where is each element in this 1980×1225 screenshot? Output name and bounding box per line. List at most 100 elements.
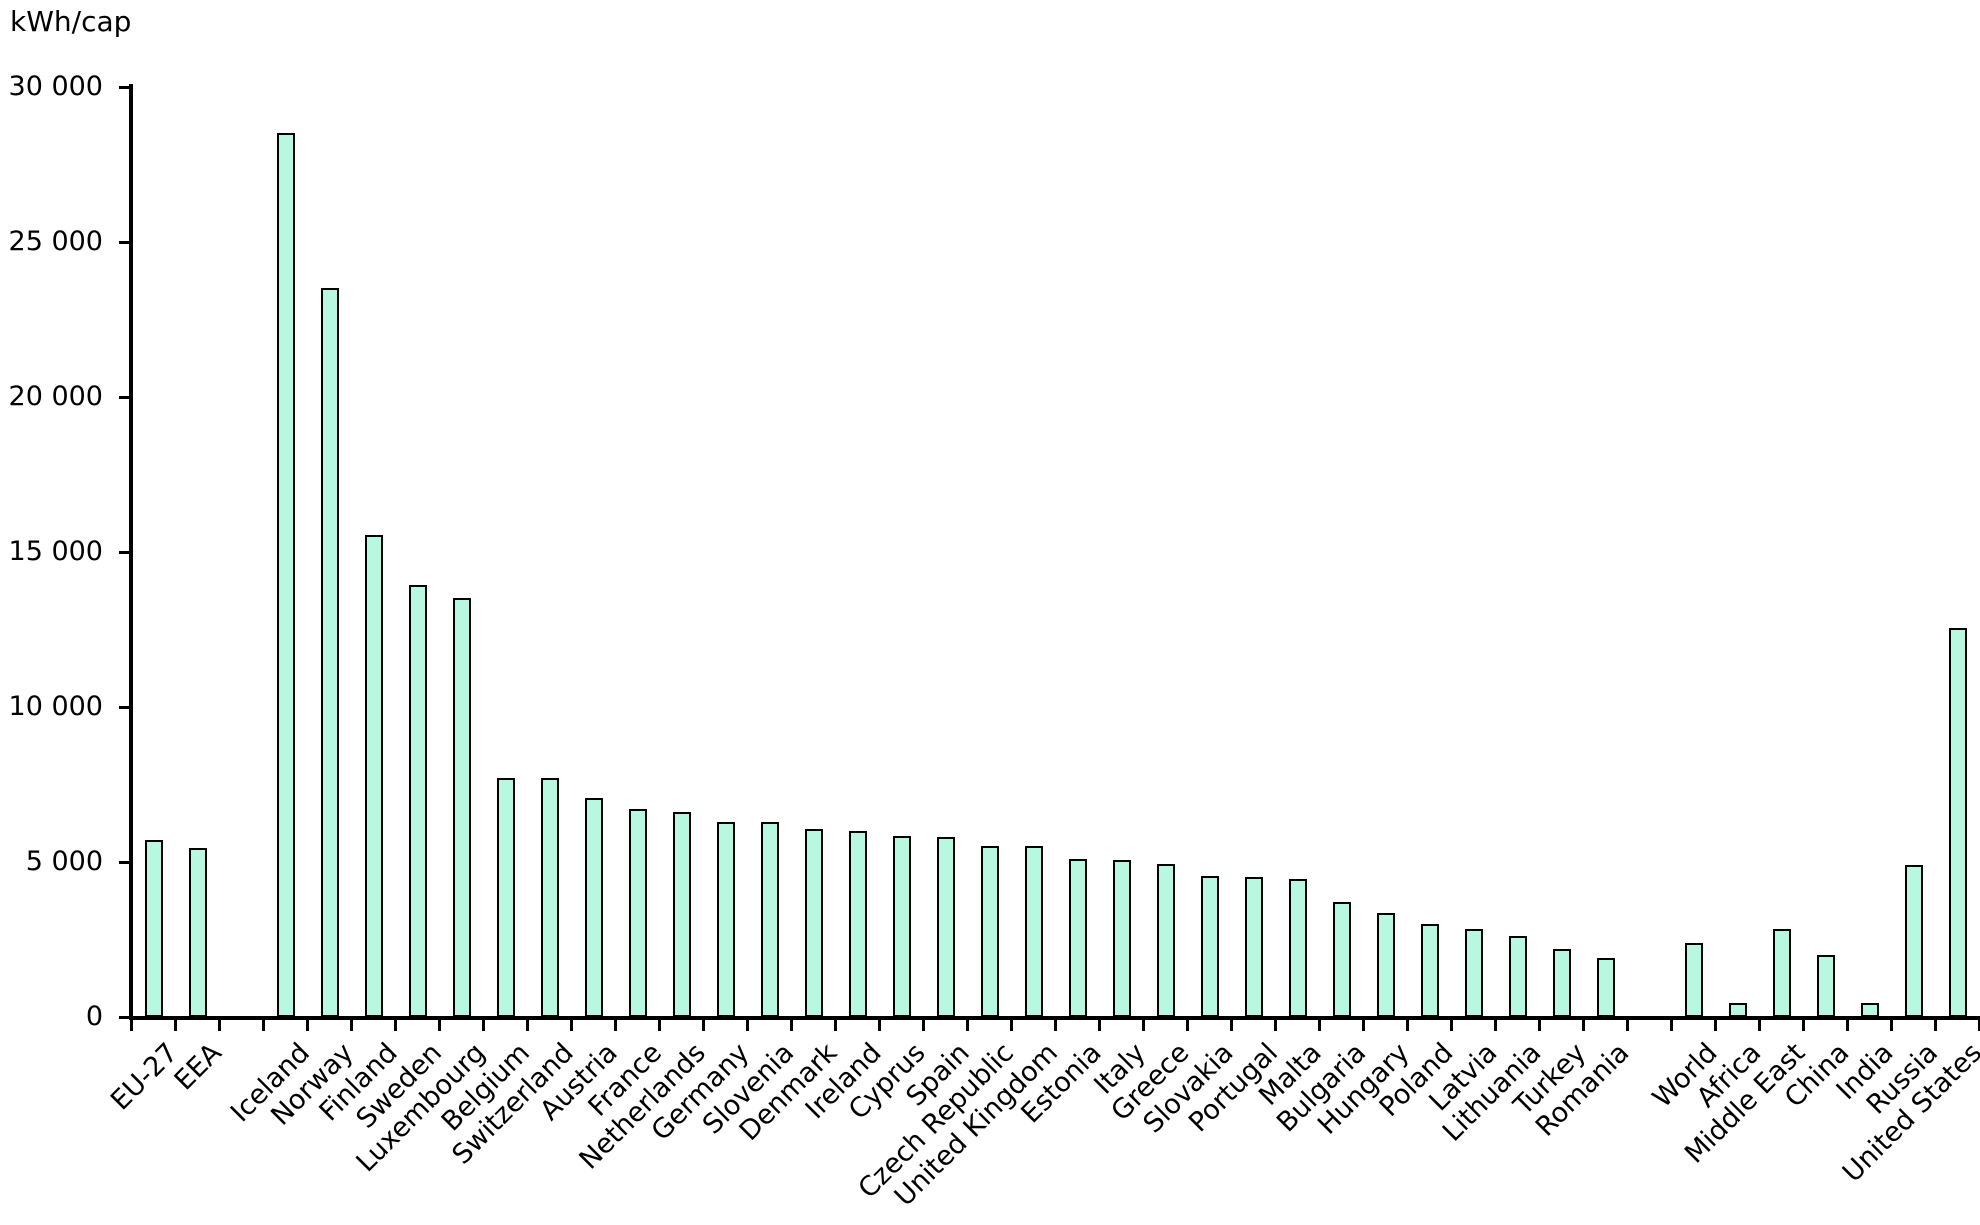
x-tick <box>1670 1016 1673 1031</box>
bar-eea <box>188 848 207 1017</box>
x-tick <box>1098 1016 1101 1031</box>
bar-czech-republic <box>980 846 999 1017</box>
y-tick-label: 15 000 <box>8 536 103 567</box>
bar-spain <box>936 837 955 1017</box>
x-tick <box>306 1016 309 1031</box>
x-tick <box>1230 1016 1233 1031</box>
bar-latvia <box>1464 929 1483 1017</box>
bar-switzerland <box>540 778 559 1017</box>
bar-world <box>1684 943 1703 1017</box>
bar-united-kingdom <box>1024 846 1043 1017</box>
x-tick <box>1010 1016 1013 1031</box>
x-tick <box>658 1016 661 1031</box>
bar-slovakia <box>1200 876 1219 1017</box>
bar-germany <box>716 822 735 1017</box>
bar-estonia <box>1068 859 1087 1017</box>
bar-russia <box>1904 865 1923 1017</box>
y-tick <box>119 85 131 89</box>
x-tick <box>702 1016 705 1031</box>
x-tick <box>1846 1016 1849 1031</box>
x-label-eea: EEA <box>168 1037 228 1097</box>
x-tick <box>130 1016 133 1031</box>
bar-poland <box>1420 924 1439 1017</box>
bar-greece <box>1156 864 1175 1017</box>
x-tick <box>1714 1016 1717 1031</box>
x-tick <box>1054 1016 1057 1031</box>
x-tick <box>746 1016 749 1031</box>
bar-india <box>1860 1003 1879 1017</box>
x-tick <box>1890 1016 1893 1031</box>
x-tick <box>1406 1016 1409 1031</box>
x-tick <box>1626 1016 1629 1031</box>
bar-belgium <box>496 778 515 1017</box>
x-tick <box>1450 1016 1453 1031</box>
bar-china <box>1816 955 1835 1017</box>
bar-africa <box>1728 1003 1747 1017</box>
x-tick <box>1362 1016 1365 1031</box>
x-tick <box>482 1016 485 1031</box>
x-tick <box>1538 1016 1541 1031</box>
x-tick <box>922 1016 925 1031</box>
bar-eu-27 <box>144 840 163 1017</box>
x-tick <box>394 1016 397 1031</box>
bar-finland <box>364 535 383 1017</box>
bar-austria <box>584 798 603 1017</box>
bar-france <box>628 809 647 1017</box>
y-tick-label: 5 000 <box>25 846 103 877</box>
y-tick <box>119 1015 131 1019</box>
bar-malta <box>1288 879 1307 1017</box>
x-tick <box>218 1016 221 1031</box>
x-tick <box>790 1016 793 1031</box>
bar-lithuania <box>1508 936 1527 1017</box>
bar-sweden <box>408 585 427 1017</box>
y-tick <box>119 705 131 709</box>
x-tick <box>1186 1016 1189 1031</box>
y-tick-label: 10 000 <box>8 691 103 722</box>
y-tick <box>119 550 131 554</box>
x-tick <box>262 1016 265 1031</box>
bar-netherlands <box>672 812 691 1017</box>
bar-norway <box>320 288 339 1017</box>
x-tick <box>1318 1016 1321 1031</box>
bar-hungary <box>1376 913 1395 1017</box>
bar-portugal <box>1244 877 1263 1017</box>
bar-ireland <box>848 831 867 1017</box>
x-tick <box>570 1016 573 1031</box>
x-tick <box>1142 1016 1145 1031</box>
y-tick <box>119 860 131 864</box>
x-tick <box>878 1016 881 1031</box>
bar-middle-east <box>1772 929 1791 1017</box>
x-tick <box>1494 1016 1497 1031</box>
y-tick <box>119 395 131 399</box>
x-tick <box>966 1016 969 1031</box>
y-tick-label: 0 <box>85 1001 103 1032</box>
x-tick <box>526 1016 529 1031</box>
x-tick <box>1582 1016 1585 1031</box>
y-tick-label: 30 000 <box>8 71 103 102</box>
bar-luxembourg <box>452 598 471 1017</box>
x-tick <box>350 1016 353 1031</box>
x-tick <box>1978 1016 1980 1031</box>
bar-bulgaria <box>1332 902 1351 1017</box>
y-tick-label: 25 000 <box>8 226 103 257</box>
x-tick <box>1274 1016 1277 1031</box>
bar-slovenia <box>760 822 779 1017</box>
bar-iceland <box>276 133 295 1017</box>
y-tick-label: 20 000 <box>8 381 103 412</box>
bar-united-states <box>1948 628 1967 1017</box>
bar-italy <box>1112 860 1131 1017</box>
x-tick <box>1802 1016 1805 1031</box>
bar-cyprus <box>892 836 911 1017</box>
x-tick <box>834 1016 837 1031</box>
x-tick <box>438 1016 441 1031</box>
bar-denmark <box>804 829 823 1017</box>
x-tick <box>614 1016 617 1031</box>
x-tick <box>174 1016 177 1031</box>
bar-romania <box>1596 958 1615 1017</box>
y-axis-unit-label: kWh/cap <box>10 5 132 38</box>
x-tick <box>1758 1016 1761 1031</box>
bar-turkey <box>1552 949 1571 1017</box>
y-tick <box>119 240 131 244</box>
y-axis-line <box>129 84 133 1020</box>
